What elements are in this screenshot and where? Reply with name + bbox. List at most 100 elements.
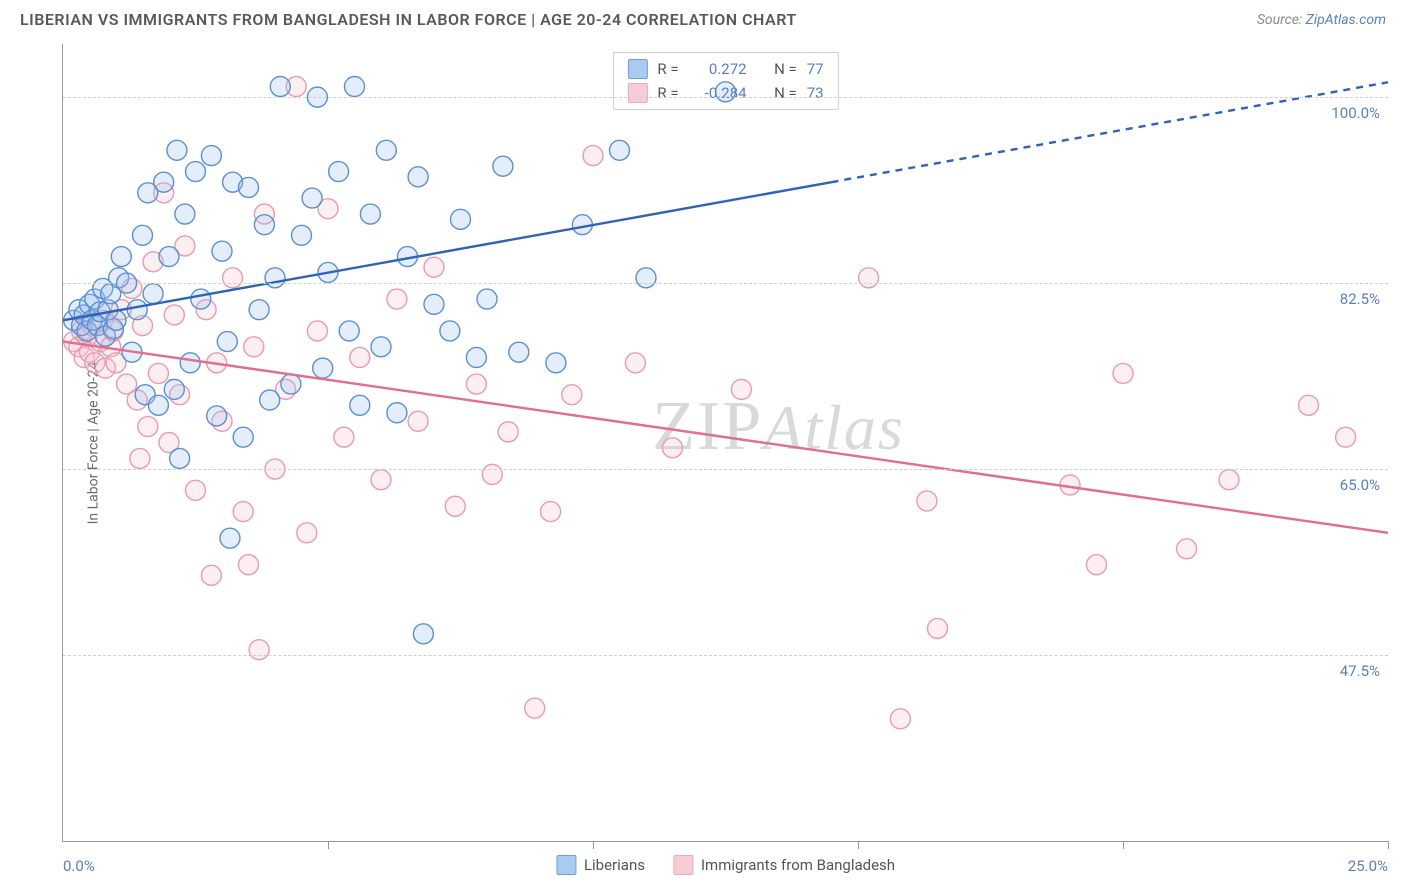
- data-point: [1177, 539, 1197, 559]
- data-point: [583, 146, 603, 166]
- data-point: [302, 188, 322, 208]
- data-point: [217, 332, 237, 352]
- data-point: [249, 640, 269, 660]
- data-point: [111, 247, 131, 267]
- data-point: [610, 140, 630, 160]
- data-point: [249, 300, 269, 320]
- x-axis-min-label: 0.0%: [63, 857, 95, 875]
- data-point: [498, 422, 518, 442]
- data-point: [164, 379, 184, 399]
- data-point: [408, 411, 428, 431]
- data-point: [133, 225, 153, 245]
- r-value-2: -0.284: [689, 84, 747, 102]
- data-point: [191, 289, 211, 309]
- data-point: [260, 390, 280, 410]
- legend-label-series2: Immigrants from Bangladesh: [701, 856, 895, 874]
- data-point: [928, 618, 948, 638]
- stats-swatch-series2: [627, 83, 647, 103]
- data-point: [148, 363, 168, 383]
- source-link[interactable]: ZipAtlas.com: [1306, 12, 1386, 28]
- y-tick-label: 100.0%: [1331, 104, 1380, 122]
- data-point: [1087, 555, 1107, 575]
- data-point: [477, 289, 497, 309]
- data-point: [186, 162, 206, 182]
- data-point: [546, 353, 566, 373]
- source-prefix: Source:: [1257, 12, 1306, 28]
- data-point: [350, 347, 370, 367]
- data-point: [170, 448, 190, 468]
- r-label-2: R =: [657, 84, 678, 102]
- data-point: [223, 268, 243, 288]
- stats-legend-box: R = 0.272 N = 77 R = -0.284 N = 73: [612, 52, 838, 110]
- n-value-1: 77: [807, 60, 824, 78]
- data-point: [636, 268, 656, 288]
- data-point: [186, 480, 206, 500]
- x-tick: [1388, 841, 1389, 849]
- data-point: [143, 284, 163, 304]
- data-point: [313, 358, 333, 378]
- data-point: [562, 385, 582, 405]
- stats-swatch-series1: [627, 59, 647, 79]
- data-point: [167, 140, 187, 160]
- data-point: [233, 502, 253, 522]
- data-point: [493, 156, 513, 176]
- data-point: [106, 310, 126, 330]
- legend-item-series2: Immigrants from Bangladesh: [673, 855, 895, 875]
- plot-svg: [63, 44, 1388, 841]
- data-point: [371, 470, 391, 490]
- gridline: [63, 655, 1388, 656]
- legend: Liberians Immigrants from Bangladesh: [556, 855, 895, 875]
- data-point: [159, 247, 179, 267]
- data-point: [859, 268, 879, 288]
- y-tick-label: 65.0%: [1340, 476, 1380, 494]
- data-point: [482, 464, 502, 484]
- data-point: [220, 528, 240, 548]
- data-point: [207, 406, 227, 426]
- y-tick-label: 82.5%: [1340, 290, 1380, 308]
- data-point: [154, 172, 174, 192]
- n-label-2: N =: [774, 84, 797, 102]
- stats-row-series1: R = 0.272 N = 77: [627, 57, 823, 81]
- r-label-1: R =: [657, 60, 678, 78]
- x-tick: [593, 841, 594, 849]
- data-point: [424, 294, 444, 314]
- n-value-2: 73: [807, 84, 824, 102]
- data-point: [387, 403, 407, 423]
- data-point: [360, 204, 380, 224]
- data-point: [254, 215, 274, 235]
- data-point: [297, 523, 317, 543]
- data-point: [424, 257, 444, 277]
- data-point: [175, 204, 195, 224]
- data-point: [466, 347, 486, 367]
- data-point: [233, 427, 253, 447]
- data-point: [663, 438, 683, 458]
- data-point: [244, 337, 264, 357]
- data-point: [509, 342, 529, 362]
- data-point: [201, 565, 221, 585]
- data-point: [130, 448, 150, 468]
- data-point: [265, 268, 285, 288]
- data-point: [1336, 427, 1356, 447]
- x-tick: [858, 841, 859, 849]
- chart-area: In Labor Force | Age 20-24 ZIPAtlas R = …: [18, 44, 1388, 842]
- source-attribution: Source: ZipAtlas.com: [1257, 12, 1386, 28]
- gridline: [63, 97, 1388, 98]
- data-point: [731, 379, 751, 399]
- data-point: [339, 321, 359, 341]
- data-point: [387, 289, 407, 309]
- legend-item-series1: Liberians: [556, 855, 645, 875]
- data-point: [164, 305, 184, 325]
- gridline: [63, 283, 1388, 284]
- stats-row-series2: R = -0.284 N = 73: [627, 81, 823, 105]
- data-point: [1219, 470, 1239, 490]
- data-point: [445, 496, 465, 516]
- data-point: [138, 417, 158, 437]
- data-point: [307, 321, 327, 341]
- data-point: [466, 374, 486, 394]
- data-point: [350, 395, 370, 415]
- data-point: [201, 146, 221, 166]
- data-point: [329, 162, 349, 182]
- data-point: [451, 209, 471, 229]
- data-point: [376, 140, 396, 160]
- data-point: [371, 337, 391, 357]
